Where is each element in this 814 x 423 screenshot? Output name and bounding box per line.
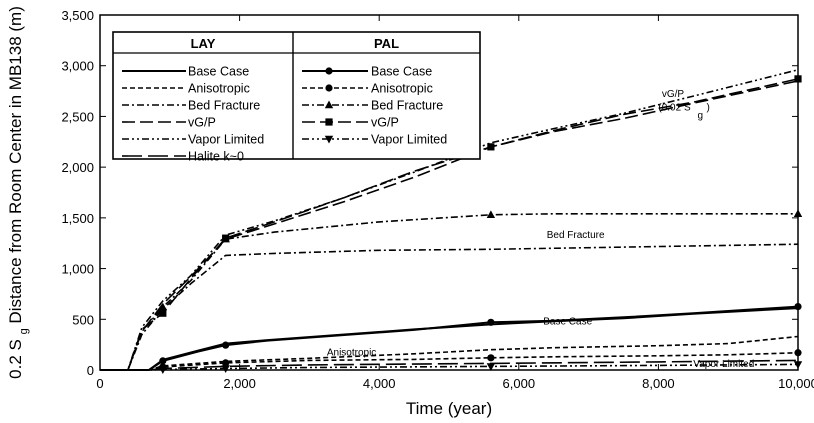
- legend-label-lay-halite-k-0: Halite k~0: [188, 150, 244, 164]
- series-layer: [100, 69, 799, 371]
- legend-marker-pal-vg-p: [325, 118, 333, 126]
- legend-label-lay-vapor-limited: Vapor Limited: [188, 133, 264, 147]
- y-axis-title-subscript: g: [18, 328, 30, 334]
- legend-marker-pal-bed-fracture: [324, 100, 334, 109]
- legend: LAY Base Case Anisotropic Bed Fracture vG/P V…: [112, 31, 481, 164]
- legend-label-pal-anisotropic: Anisotropic: [371, 82, 433, 96]
- series-line-pal-bed-fracture: [100, 213, 798, 371]
- legend-label-pal-vg-p: vG/P: [371, 116, 399, 130]
- legend-marker-pal-vapor-limited: [324, 135, 334, 144]
- y-tick-label: 3,000: [61, 59, 94, 74]
- series-line-pal-vg-p: [100, 78, 799, 371]
- legend-marker-pal-anisotropic: [325, 84, 333, 92]
- legend-header-pal: PAL: [374, 36, 399, 51]
- annotation-paren: ): [707, 102, 710, 113]
- data-point-pal-base-case: [487, 318, 495, 326]
- y-tick-label: 2,500: [61, 109, 94, 124]
- plot-frame: [99, 14, 799, 371]
- legend-label-lay-bed-fracture: Bed Fracture: [188, 99, 260, 113]
- data-point-pal-vapor-limited: [158, 366, 168, 374]
- y-tick-label: 500: [72, 312, 94, 327]
- data-point-pal-vapor-limited: [486, 363, 496, 371]
- y-axis-title: 0.2 S g Distance from Room Center in MB1…: [6, 6, 31, 379]
- annotation-anisotropic: Anisotropic: [327, 347, 376, 358]
- data-point-pal-vg-p: [794, 75, 802, 83]
- annotation-bed-fracture: Bed Fracture: [547, 230, 605, 241]
- series-line-lay-halite-k-0: [100, 359, 799, 371]
- annotation-vapor-limited: Vapor Limited: [693, 359, 754, 370]
- plot-area: [99, 14, 799, 371]
- legend-marker-pal-base-case: [325, 67, 333, 75]
- data-point-pal-base-case: [794, 303, 802, 311]
- data-point-pal-bed-fracture: [793, 209, 803, 217]
- annotation-layer: vG/P (0.02 S g) Bed Fracture Base Case Anisot…: [327, 89, 754, 370]
- data-point-pal-base-case: [222, 341, 230, 349]
- data-point-pal-bed-fracture: [158, 302, 168, 311]
- y-tick-label: 3,500: [61, 8, 94, 23]
- y-axis-title-prefix: 0.2 S: [6, 339, 25, 379]
- x-tick-label: 2,000: [223, 376, 256, 391]
- annotation-base-case: Base Case: [543, 316, 592, 327]
- x-tick-label: 0: [96, 376, 103, 391]
- data-point-pal-vapor-limited: [221, 365, 230, 373]
- annotation-g: g: [697, 110, 703, 121]
- y-tick-label: 0: [87, 363, 94, 378]
- data-point-pal-bed-fracture: [486, 210, 496, 219]
- annotation-0-02-s: (0.02 S: [658, 102, 691, 113]
- y-tick-label: 1,500: [61, 211, 94, 226]
- x-tick-label: 8,000: [642, 376, 675, 391]
- x-axis-title: Time (year): [406, 399, 492, 418]
- data-point-pal-base-case: [159, 357, 167, 365]
- series-line-pal-anisotropic: [100, 352, 799, 371]
- series-line-pal-base-case: [100, 305, 799, 371]
- data-point-pal-anisotropic: [222, 359, 230, 367]
- legend-label-pal-base-case: Base Case: [371, 65, 432, 79]
- y-tick-label: 1,000: [61, 262, 94, 277]
- series-line-pal-vapor-limited: [100, 363, 799, 371]
- legend-label-lay-base-case: Base Case: [188, 65, 249, 79]
- annotation-vg-p: vG/P: [662, 89, 685, 100]
- series-line-lay-vapor-limited: [100, 69, 799, 371]
- data-point-pal-anisotropic: [794, 349, 802, 357]
- data-point-pal-vg-p: [487, 143, 495, 151]
- data-point-pal-vg-p: [222, 234, 230, 242]
- marker-layer: [158, 75, 803, 374]
- data-point-pal-anisotropic: [487, 354, 495, 362]
- legend-label-pal-vapor-limited: Vapor Limited: [371, 133, 447, 147]
- x-tick-label: 6,000: [503, 376, 536, 391]
- y-axis-title-suffix: Distance from Room Center in MB138 (m): [6, 6, 25, 323]
- axes-layer: 0 500 1,000 1,500 2,000 2,500 3,000 3,500 0 2,000…: [61, 8, 814, 391]
- legend-label-lay-anisotropic: Anisotropic: [188, 82, 250, 96]
- legend-header-lay: LAY: [191, 36, 216, 51]
- legend-label-lay-vg-p: vG/P: [188, 116, 216, 130]
- data-point-pal-vg-p: [159, 309, 167, 317]
- y-tick-label: 2,000: [61, 160, 94, 175]
- x-tick-label: 4,000: [363, 376, 396, 391]
- x-tick-label: 10,000: [778, 376, 814, 391]
- legend-label-pal-bed-fracture: Bed Fracture: [371, 99, 443, 113]
